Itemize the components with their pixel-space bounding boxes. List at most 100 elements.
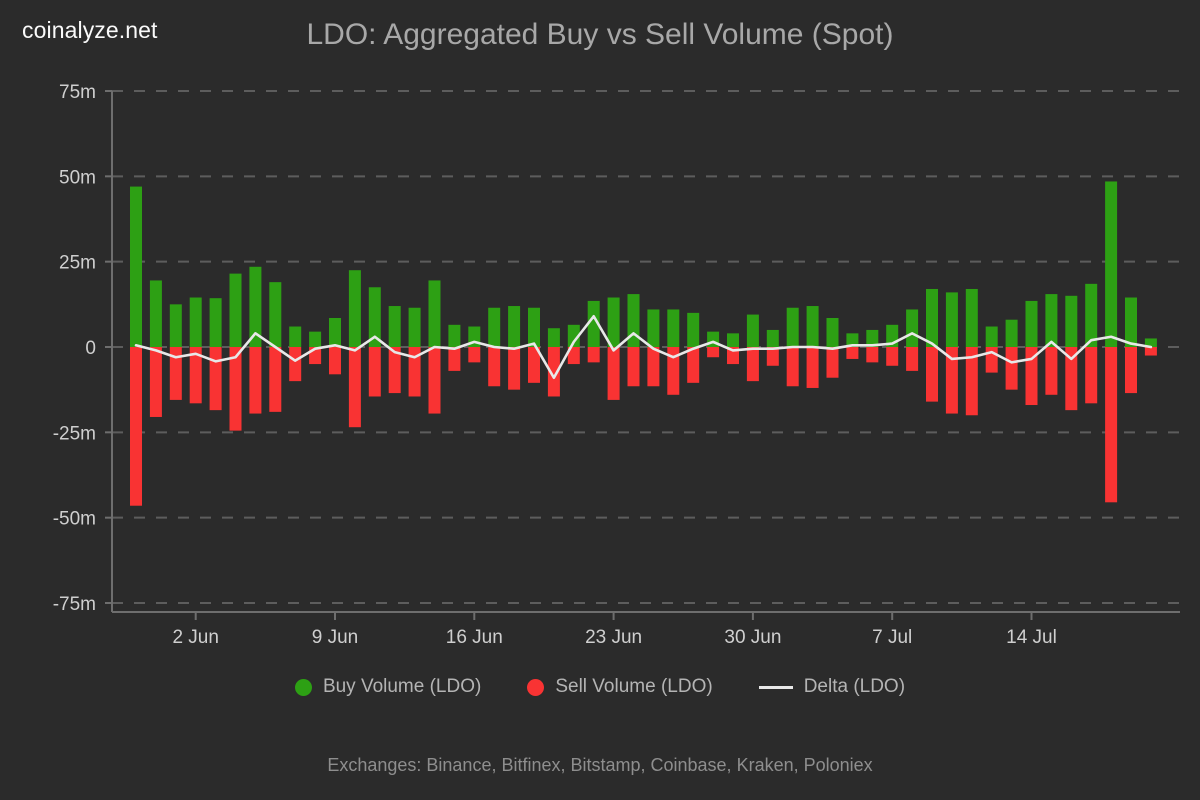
bar-buy[interactable] (607, 297, 620, 347)
bar-sell[interactable] (448, 347, 461, 371)
bar-sell[interactable] (886, 347, 899, 366)
bar-buy[interactable] (806, 306, 819, 347)
bar-sell[interactable] (428, 347, 441, 414)
bar-sell[interactable] (408, 347, 421, 397)
bar-buy[interactable] (587, 300, 600, 347)
bar-buy[interactable] (528, 307, 540, 347)
legend-item-sell-volume[interactable]: Sell Volume (LDO) (527, 676, 713, 698)
bar-sell[interactable] (806, 347, 819, 388)
bar-sell[interactable] (269, 347, 282, 412)
bar-sell[interactable] (169, 347, 182, 400)
bar-sell[interactable] (189, 347, 202, 404)
bar-buy[interactable] (249, 266, 262, 347)
bar-buy[interactable] (687, 312, 700, 347)
bar-sell[interactable] (627, 347, 640, 387)
bar-buy[interactable] (627, 294, 640, 347)
legend-item-buy-volume[interactable]: Buy Volume (LDO) (294, 676, 481, 698)
bar-buy[interactable] (348, 270, 361, 347)
bar-sell[interactable] (1045, 347, 1058, 395)
bar-buy[interactable] (965, 288, 978, 347)
bar-sell[interactable] (1025, 347, 1038, 406)
bar-sell[interactable] (965, 347, 978, 416)
bar-sell[interactable] (786, 347, 799, 387)
bar-buy[interactable] (826, 317, 839, 347)
bar-buy[interactable] (786, 307, 799, 347)
bar-buy[interactable] (388, 306, 401, 347)
bar-sell[interactable] (945, 347, 958, 414)
bar-sell[interactable] (1144, 347, 1157, 356)
bar-buy[interactable] (408, 307, 421, 347)
bar-sell[interactable] (866, 347, 879, 363)
bar-buy[interactable] (866, 329, 879, 347)
bar-buy[interactable] (1085, 283, 1098, 347)
bar-sell[interactable] (1105, 347, 1118, 503)
bar-sell[interactable] (667, 347, 680, 395)
bar-buy[interactable] (746, 314, 759, 347)
bar-sell[interactable] (1065, 347, 1078, 411)
bar-sell[interactable] (368, 347, 381, 397)
bar-buy[interactable] (428, 280, 441, 347)
bar-buy[interactable] (189, 297, 202, 347)
bar-buy[interactable] (1125, 297, 1137, 347)
bar-buy[interactable] (667, 309, 680, 347)
bar-sell[interactable] (906, 347, 919, 371)
bar-sell[interactable] (348, 347, 361, 428)
bar-buy[interactable] (985, 326, 998, 347)
bar-buy[interactable] (1045, 294, 1058, 347)
bar-buy[interactable] (926, 288, 938, 347)
bar-sell[interactable] (607, 347, 620, 400)
bar-buy[interactable] (229, 273, 242, 347)
bar-buy[interactable] (1144, 338, 1157, 347)
bar-buy[interactable] (309, 331, 322, 347)
bar-buy[interactable] (567, 324, 580, 347)
bar-sell[interactable] (826, 347, 839, 378)
bar-sell[interactable] (746, 347, 759, 382)
bar-buy[interactable] (1025, 300, 1038, 347)
bar-sell[interactable] (488, 347, 501, 387)
bar-sell[interactable] (149, 347, 162, 417)
legend-item-delta[interactable]: Delta (LDO) (758, 676, 905, 698)
bar-buy[interactable] (448, 324, 461, 347)
bar-sell[interactable] (528, 347, 540, 383)
bar-sell[interactable] (229, 347, 242, 431)
bar-sell[interactable] (249, 347, 262, 414)
bar-sell[interactable] (1005, 347, 1018, 390)
bar-buy[interactable] (727, 333, 739, 347)
bar-sell[interactable] (687, 347, 700, 383)
bar-buy[interactable] (289, 326, 302, 347)
bar-sell[interactable] (209, 347, 222, 411)
bar-buy[interactable] (1005, 319, 1018, 347)
bar-sell[interactable] (846, 347, 859, 359)
bar-sell[interactable] (1085, 347, 1098, 404)
bar-sell[interactable] (587, 347, 600, 363)
bar-sell[interactable] (707, 347, 720, 358)
bar-buy[interactable] (766, 329, 779, 347)
bar-sell[interactable] (508, 347, 521, 390)
bar-buy[interactable] (508, 306, 521, 347)
bar-sell[interactable] (647, 347, 660, 387)
bar-buy[interactable] (329, 317, 341, 347)
bar-sell[interactable] (130, 347, 142, 506)
bar-buy[interactable] (149, 280, 162, 347)
bar-buy[interactable] (1065, 295, 1078, 347)
delta-series-path[interactable] (134, 314, 1153, 380)
bar-sell[interactable] (289, 347, 302, 382)
bar-buy[interactable] (1105, 181, 1118, 347)
bar-buy[interactable] (547, 328, 560, 347)
bar-sell[interactable] (329, 347, 341, 375)
bar-sell[interactable] (388, 347, 401, 394)
bar-buy[interactable] (130, 186, 142, 347)
bar-buy[interactable] (906, 309, 919, 347)
bar-sell[interactable] (766, 347, 779, 366)
bar-sell[interactable] (1125, 347, 1137, 394)
bar-buy[interactable] (368, 287, 381, 347)
bar-buy[interactable] (209, 298, 222, 347)
bar-sell[interactable] (567, 347, 580, 365)
bar-buy[interactable] (269, 282, 282, 347)
bar-buy[interactable] (488, 307, 501, 347)
bar-sell[interactable] (547, 347, 560, 397)
bar-sell[interactable] (926, 347, 938, 402)
bar-buy[interactable] (945, 292, 958, 347)
bar-buy[interactable] (647, 309, 660, 347)
bar-sell[interactable] (468, 347, 481, 363)
